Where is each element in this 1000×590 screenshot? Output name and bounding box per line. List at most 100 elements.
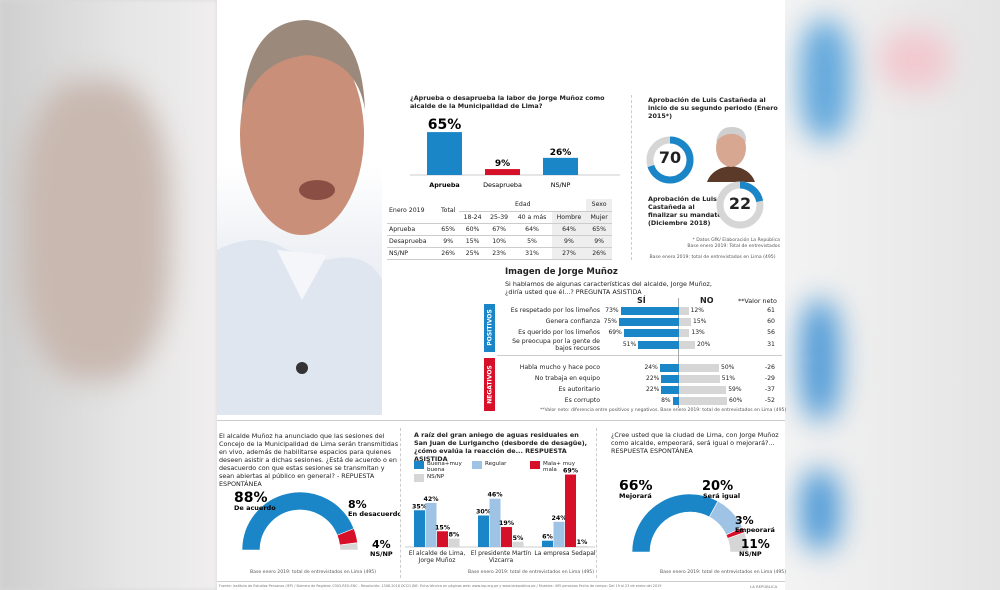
bar-no bbox=[679, 364, 719, 372]
bar-no bbox=[679, 386, 727, 394]
bar-no bbox=[679, 329, 690, 337]
bar-aprueba bbox=[427, 132, 462, 175]
table-cell: 9% bbox=[551, 235, 587, 248]
sesiones-semicircle-chart: 88%De acuerdo 8%En desacuerdo 4%NS/NP bbox=[234, 490, 400, 558]
bar-si bbox=[619, 318, 679, 326]
bar-si bbox=[638, 341, 679, 349]
footer-source: Fuente: Instituto de Estudios Peruanos (… bbox=[219, 584, 662, 588]
header-si: SÍ bbox=[637, 296, 646, 305]
row-label: Es respetado por los limeños bbox=[510, 307, 600, 314]
slice-category-label: En desacuerdo bbox=[348, 510, 400, 518]
approval-bar-chart: 65% Aprueba 9% Desaprueba 26% NS/NP bbox=[410, 117, 620, 189]
table-cell: 31% bbox=[512, 247, 552, 260]
bar-value-label: 42% bbox=[423, 496, 439, 503]
table-cell: 65% bbox=[586, 223, 612, 236]
futuro-base: Base enero 2019: total de entrevistados … bbox=[660, 570, 787, 575]
table-cell: 23% bbox=[485, 247, 513, 260]
slice-mejorar bbox=[631, 493, 719, 553]
no-value: 51% bbox=[721, 375, 736, 382]
bar-si bbox=[659, 364, 679, 372]
donut-value-2015: 70 bbox=[658, 148, 682, 167]
bar-nsnp bbox=[543, 157, 578, 175]
col-group-edad: Edad bbox=[459, 199, 587, 212]
legend-label: Regular bbox=[485, 461, 507, 467]
table-cell: 27% bbox=[551, 247, 587, 260]
legend-label: NS/NP bbox=[427, 474, 445, 480]
legend-swatch bbox=[530, 461, 540, 469]
castaneda-base: Base enero 2019: total de entrevistados … bbox=[649, 255, 776, 260]
divider bbox=[631, 95, 632, 260]
donut-fill bbox=[646, 136, 694, 184]
bar bbox=[501, 527, 512, 547]
blurred-shape bbox=[800, 300, 840, 420]
row-label: NS/NP bbox=[387, 247, 438, 260]
col-header: Mujer bbox=[586, 211, 612, 224]
no-value: 15% bbox=[693, 318, 707, 325]
valor-neto: -29 bbox=[764, 375, 775, 382]
row-label: Desaprueba bbox=[387, 235, 438, 248]
col-header: Hombre bbox=[551, 211, 587, 224]
bar-no bbox=[679, 397, 727, 405]
bar-category-label: NS/NP bbox=[551, 181, 571, 189]
bar-value-label: 35% bbox=[412, 503, 428, 510]
row-label: Aprueba bbox=[387, 223, 438, 236]
divider bbox=[217, 420, 785, 421]
bar bbox=[542, 540, 553, 547]
bar bbox=[425, 502, 437, 547]
table-cell: 64% bbox=[512, 223, 552, 236]
bar-value-label: 24% bbox=[551, 515, 567, 522]
slice-category-label: Mejorará bbox=[619, 492, 652, 500]
imagen-note: **Valor neto: diferencia entre positivos… bbox=[540, 408, 787, 413]
category-label: El alcalde de Lima, Jorge Muñoz bbox=[408, 550, 466, 564]
bar-category-label: Aprueba bbox=[429, 181, 459, 189]
si-value: 24% bbox=[644, 364, 658, 371]
sesiones-question: El alcalde Muñoz ha anunciado que las se… bbox=[219, 432, 399, 488]
positivos-band: POSITIVOS bbox=[484, 304, 495, 352]
no-value: 12% bbox=[690, 307, 704, 314]
donut-value-2018: 22 bbox=[728, 194, 752, 213]
bar bbox=[437, 531, 448, 547]
approval-question: ¿Aprueba o desaprueba la labor de Jorge … bbox=[410, 94, 605, 110]
zero-axis bbox=[678, 298, 679, 408]
divider bbox=[217, 581, 785, 582]
castaneda-title-2: Aprobación de Luis Castañeda al finaliza… bbox=[648, 195, 722, 227]
si-value: 69% bbox=[608, 329, 622, 336]
bar-si bbox=[623, 329, 679, 337]
legend-swatch bbox=[472, 461, 482, 469]
row-label: Habla mucho y hace poco bbox=[519, 364, 600, 371]
si-value: 51% bbox=[622, 341, 637, 348]
legend-label: Mala+ muy mala bbox=[543, 461, 576, 473]
bar-value-label: 15% bbox=[435, 524, 451, 531]
slice-value-label: 8% bbox=[348, 498, 367, 511]
valor-neto: 56 bbox=[767, 329, 775, 336]
table-header-row: 18-24 25-39 40 a más Hombre Mujer bbox=[387, 211, 612, 224]
bar bbox=[576, 545, 588, 547]
table-cell: 26% bbox=[586, 247, 612, 260]
row-label: Se preocupa por la gente de bajos recurs… bbox=[512, 338, 600, 352]
slice-value-label: 88% bbox=[234, 490, 268, 506]
bar bbox=[489, 498, 501, 547]
table-row: Aprueba 65% 60% 67% 64% 64% 65% bbox=[387, 223, 612, 236]
bar-no bbox=[679, 318, 691, 326]
bar-no bbox=[679, 375, 720, 383]
valor-neto: 31 bbox=[767, 341, 775, 348]
table-row: Desaprueba 9% 15% 10% 5% 9% 9% bbox=[387, 235, 612, 248]
bar bbox=[565, 474, 576, 547]
no-value: 13% bbox=[691, 329, 705, 336]
aniego-question: A raíz del gran aniego de aguas residual… bbox=[414, 431, 588, 463]
aniego-grouped-bar-chart: 35%42% 15%8% 30% 46% 19% 5% 6% 24% 69% 1% bbox=[405, 468, 595, 548]
negativos-label: NEGATIVOS bbox=[486, 365, 494, 404]
bar-value-label: 65% bbox=[428, 117, 462, 133]
sesiones-base: Base enero 2019: total de entrevistados … bbox=[250, 570, 377, 575]
slice-value-label: 20% bbox=[702, 480, 733, 494]
footer-brand: LA REPÚBLICA bbox=[750, 584, 778, 589]
row-label: Genera confianza bbox=[545, 318, 600, 325]
table-cell: 65% bbox=[437, 223, 460, 236]
valor-neto: -52 bbox=[764, 397, 775, 404]
bar-si bbox=[661, 386, 679, 394]
legend-swatch bbox=[414, 461, 424, 469]
table-cell: 5% bbox=[512, 235, 552, 248]
bar-si bbox=[672, 397, 679, 405]
jorge-munoz-photo bbox=[217, 0, 382, 415]
col-header: 25-39 bbox=[485, 211, 513, 224]
